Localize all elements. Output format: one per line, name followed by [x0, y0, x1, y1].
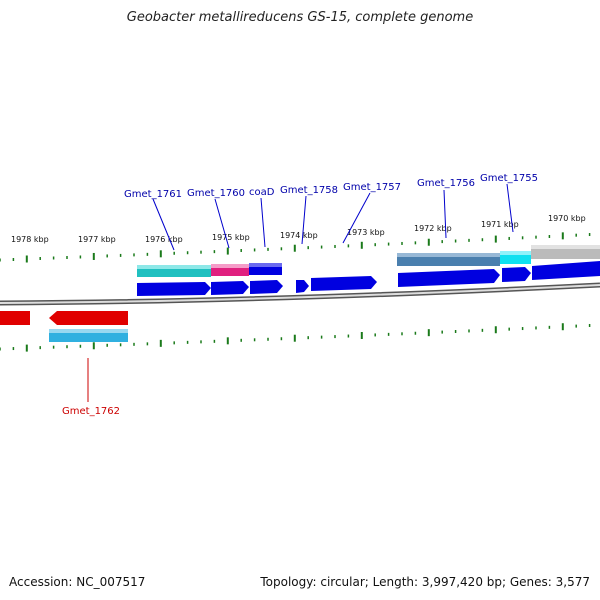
- gene-arrow-gmet-1756[interactable]: [398, 269, 500, 287]
- gene-arrow-gmet-1758[interactable]: [296, 280, 309, 293]
- gene-label-gmet-1760[interactable]: Gmet_1760: [187, 188, 245, 199]
- gene-arrow-gmet-1762[interactable]: [49, 311, 128, 325]
- scale-label-1970: 1970 kbp: [548, 214, 586, 223]
- gene-label-gmet-1761[interactable]: Gmet_1761: [124, 189, 182, 200]
- scale-label-1973: 1973 kbp: [347, 228, 385, 237]
- forward-gene-track: [137, 261, 600, 296]
- scale-label-1972: 1972 kbp: [414, 224, 452, 233]
- scale-label-1978: 1978 kbp: [11, 235, 49, 244]
- gene-label-gmet-1755[interactable]: Gmet_1755: [480, 173, 538, 184]
- gene-arrow-reverse-prev[interactable]: [0, 311, 30, 325]
- scale-label-1975: 1975 kbp: [212, 233, 250, 242]
- reverse-scale-ticks: [0, 323, 591, 352]
- scale-label-1976: 1976 kbp: [145, 235, 183, 244]
- gene-label-gmet-1758[interactable]: Gmet_1758: [280, 185, 338, 196]
- gene-arrow-gmet-1761[interactable]: [137, 282, 211, 296]
- gene-arrow-forward-next[interactable]: [532, 261, 600, 280]
- scale-label-1971: 1971 kbp: [481, 220, 519, 229]
- gene-arrow-gmet-1757[interactable]: [311, 276, 377, 291]
- genome-backbone: [0, 282, 600, 306]
- scale-label-1977: 1977 kbp: [78, 235, 116, 244]
- forward-feature-track: [137, 245, 600, 277]
- gene-arrow-coad[interactable]: [250, 280, 283, 294]
- gene-label-gmet-1762[interactable]: Gmet_1762: [62, 406, 120, 417]
- gene-arrow-gmet-1755[interactable]: [502, 267, 531, 282]
- gene-label-gmet-1756[interactable]: Gmet_1756: [417, 178, 475, 189]
- forward-label-leaders: [152, 183, 514, 251]
- genome-summary: Topology: circular; Length: 3,997,420 bp…: [260, 575, 590, 589]
- genome-title: Geobacter metallireducens GS-15, complet…: [126, 10, 474, 25]
- accession-label: Accession: NC_007517: [9, 575, 146, 589]
- gene-label-coad[interactable]: coaD: [249, 187, 275, 198]
- gene-arrow-gmet-1760[interactable]: [211, 281, 249, 295]
- scale-label-1974: 1974 kbp: [280, 231, 318, 240]
- forward-scale-ticks: [0, 232, 591, 263]
- reverse-gene-track: [0, 311, 128, 342]
- gene-label-gmet-1757[interactable]: Gmet_1757: [343, 182, 401, 193]
